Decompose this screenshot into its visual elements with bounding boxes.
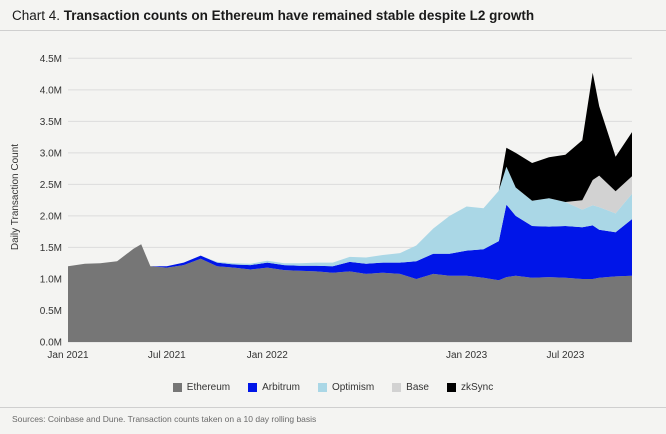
legend-item-zksync: zkSync	[446, 382, 494, 393]
bottom-divider	[0, 407, 666, 408]
y-tick-label: 2.0M	[40, 211, 62, 222]
y-tick-label: 3.0M	[40, 148, 62, 159]
series-area-zksync	[68, 72, 632, 267]
legend-swatch	[446, 383, 456, 392]
legend-item-base: Base	[392, 382, 429, 393]
legend-item-ethereum: Ethereum	[172, 382, 231, 393]
x-tick-label: Jul 2021	[148, 350, 186, 361]
series-area-ethereum	[68, 244, 632, 342]
chart-title-text: Transaction counts on Ethereum have rema…	[63, 8, 535, 23]
series-area-arbitrum	[68, 204, 632, 281]
legend-swatch	[172, 383, 182, 392]
x-tick-label: Jul 2023	[546, 350, 584, 361]
x-tick-label: Jan 2023	[446, 350, 488, 361]
area-series	[68, 72, 632, 342]
y-tick-label: 4.0M	[40, 85, 62, 96]
y-axis-ticks: 0.0M 0.5M 1.0M 1.5M 2.0M 2.5M 3.0M 3.5M 4.0M 4.5M	[40, 54, 62, 349]
x-tick-label: Jan 2022	[247, 350, 289, 361]
legend-label: Ethereum	[186, 382, 231, 393]
y-axis-label: Daily Transaction Count	[10, 144, 21, 250]
y-tick-label: 3.5M	[40, 117, 62, 128]
y-tick-label: 0.5M	[40, 306, 62, 317]
series-area-optimism	[68, 166, 632, 267]
legend-item-arbitrum: Arbitrum	[248, 382, 300, 393]
x-tick-label: Jan 2021	[47, 350, 89, 361]
legend-swatch	[248, 383, 258, 392]
legend-swatch	[392, 383, 402, 392]
legend-item-optimism: Optimism	[317, 382, 375, 393]
y-tick-label: 1.5M	[40, 243, 62, 254]
y-tick-label: 4.5M	[40, 54, 62, 65]
y-tick-label: 0.0M	[40, 338, 62, 349]
stacked-area-chart: 0.0M 0.5M 1.0M 1.5M 2.0M 2.5M 3.0M 3.5M 4.0M 4.5M…	[10, 54, 632, 361]
legend-label: Arbitrum	[262, 382, 300, 393]
chart-number: Chart 4.	[12, 8, 61, 23]
y-tick-label: 2.5M	[40, 180, 62, 191]
y-tick-label: 1.0M	[40, 274, 62, 285]
source-note: Sources: Coinbase and Dune. Transaction …	[12, 414, 317, 424]
legend-label: Base	[406, 382, 429, 393]
legend-label: Optimism	[331, 382, 375, 393]
chart-title: Chart 4. Transaction counts on Ethereum …	[12, 8, 534, 23]
x-axis-ticks: Jan 2021 Jul 2021 Jan 2022 Jan 2023 Jul 2023	[47, 350, 584, 361]
legend-swatch	[317, 383, 327, 392]
legend-label: zkSync	[460, 382, 494, 393]
chart-legend: Ethereum Arbitrum Optimism Base zkSync	[0, 382, 666, 393]
top-divider	[0, 30, 666, 31]
